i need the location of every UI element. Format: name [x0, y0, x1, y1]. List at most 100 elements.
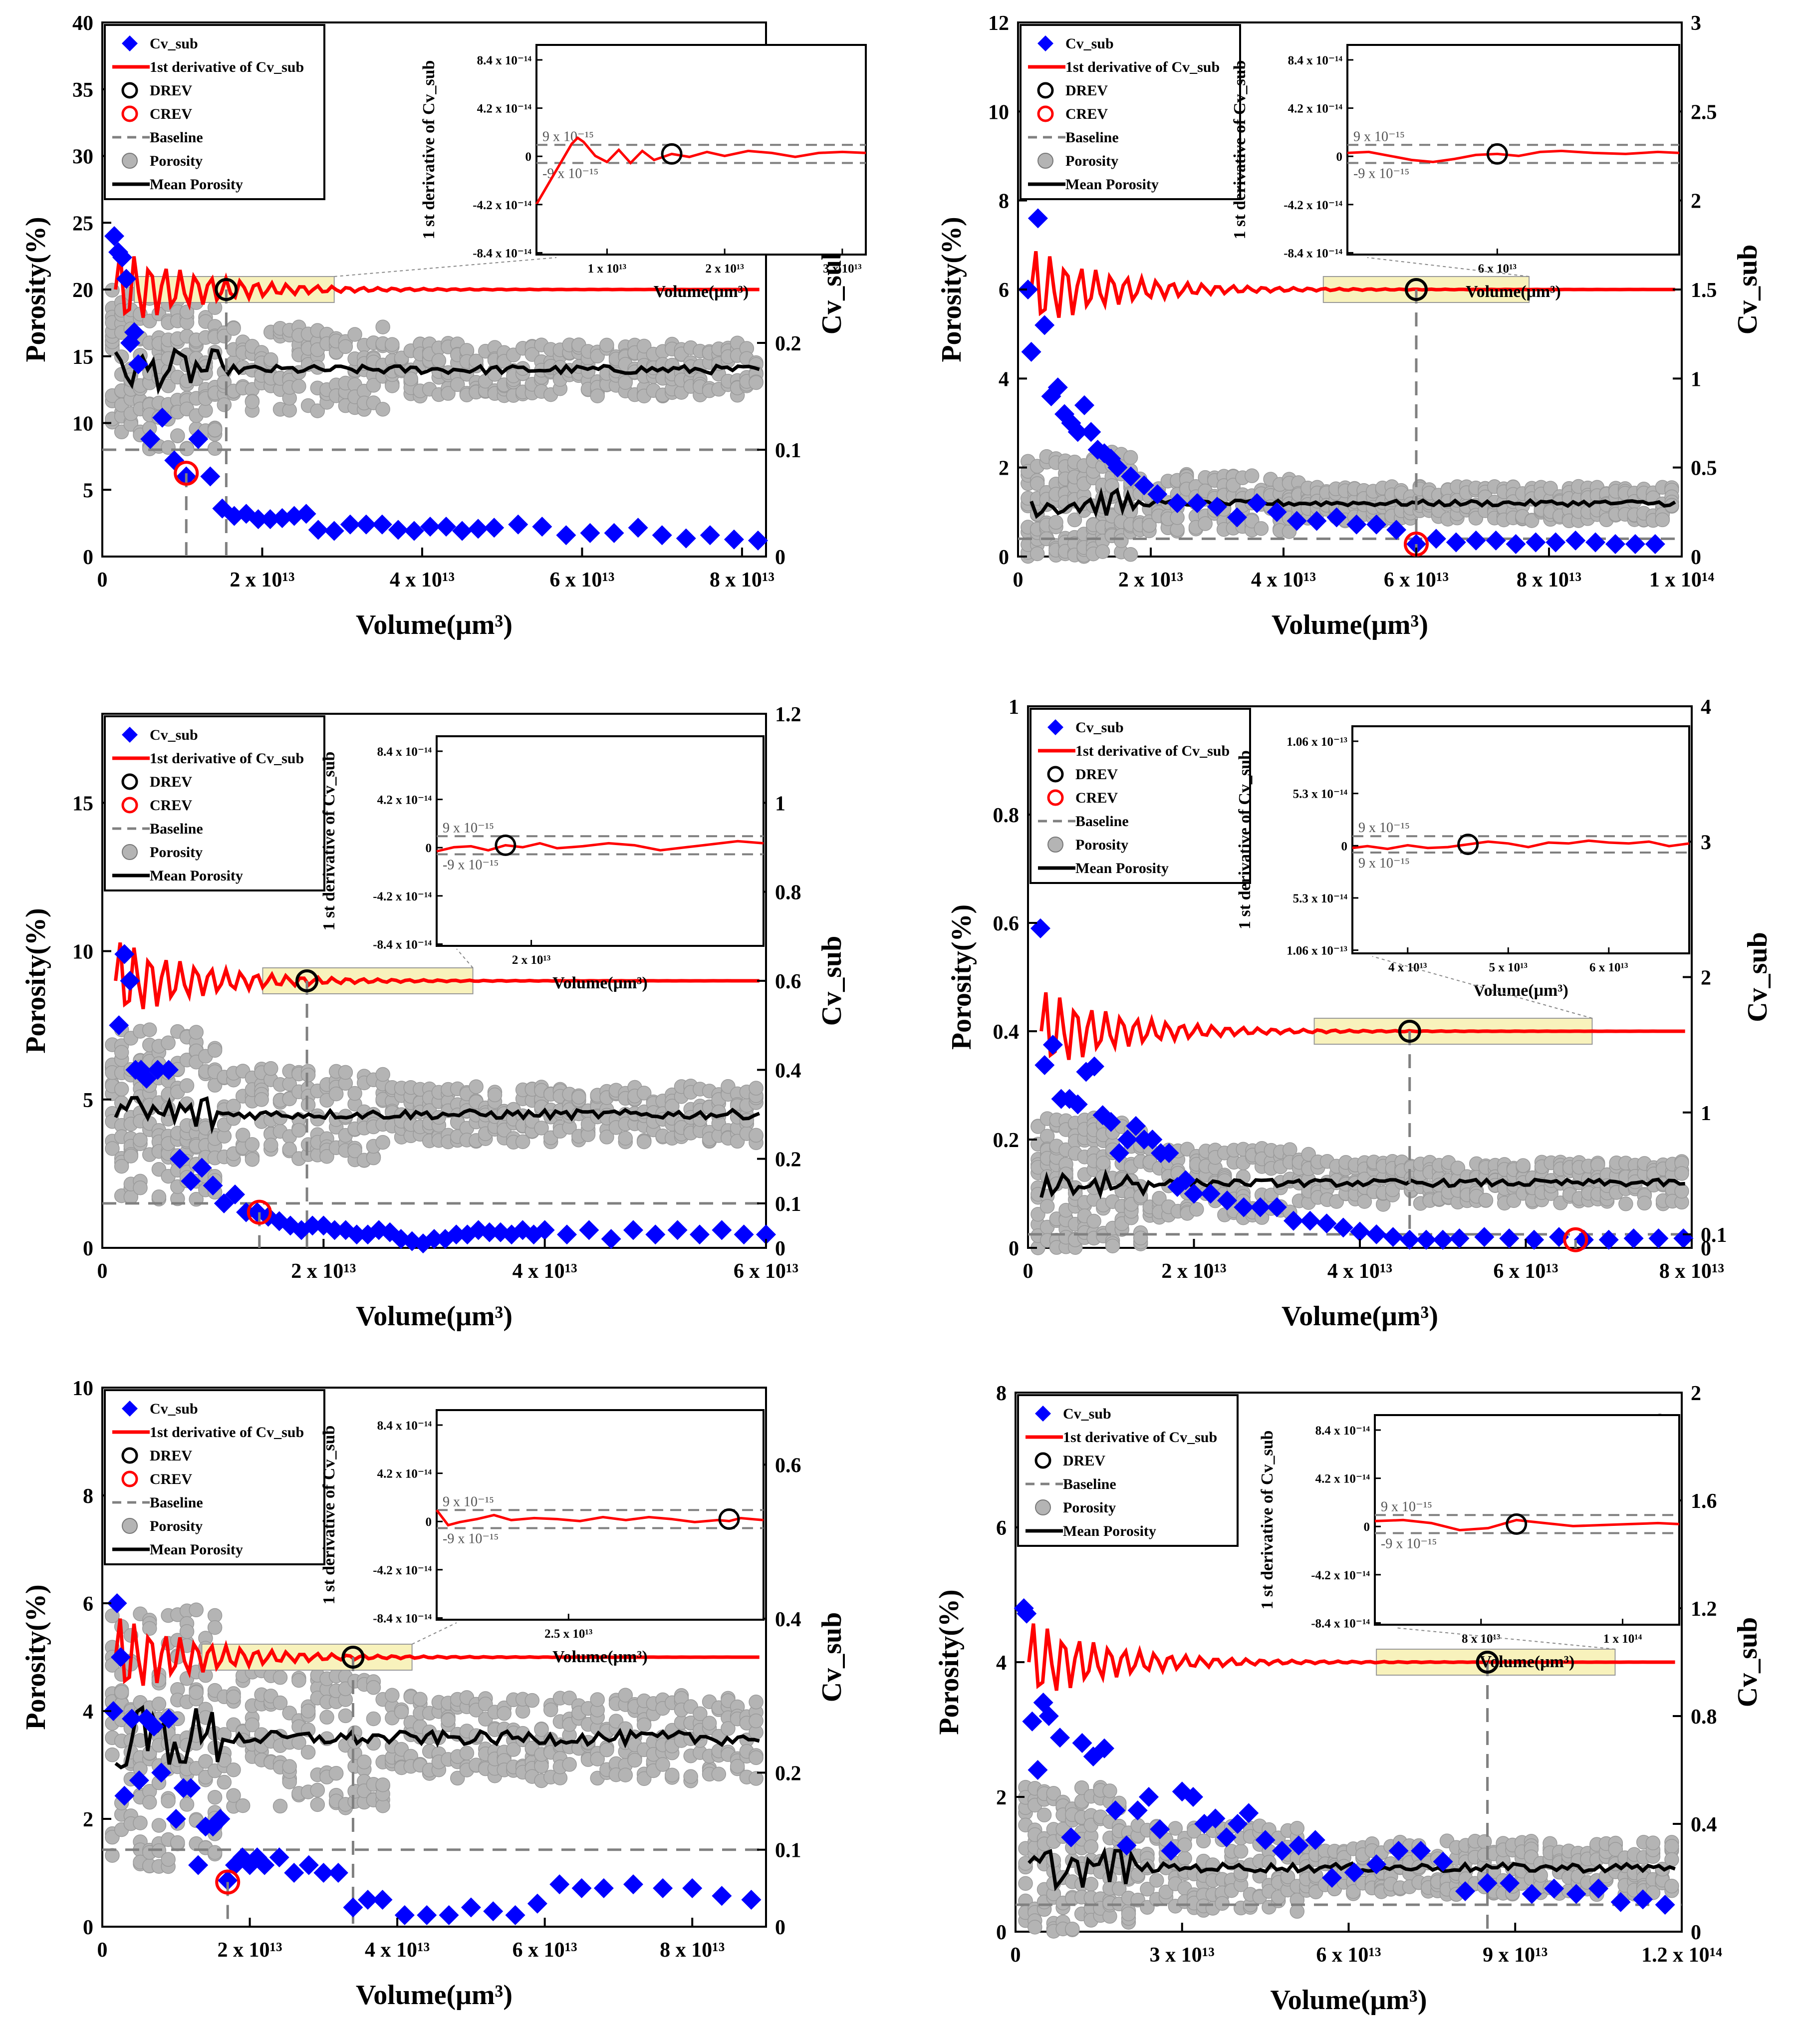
porosity-point	[1198, 516, 1213, 531]
cv-sub-point	[128, 354, 149, 374]
y-tick-label: 0.2	[993, 1129, 1020, 1152]
porosity-point	[291, 379, 306, 394]
porosity-point	[636, 1134, 652, 1150]
legend-label: CREV	[1075, 790, 1118, 806]
porosity-point	[217, 374, 232, 390]
porosity-point	[161, 1035, 176, 1051]
cv-sub-point	[112, 247, 133, 268]
legend-label: CREV	[150, 1471, 192, 1487]
inset-y-tick-label: 0	[426, 1515, 432, 1529]
porosity-point	[1674, 1166, 1689, 1181]
cv-sub-point	[188, 429, 209, 449]
cv-sub-point	[116, 269, 137, 289]
y-tick-label: 4	[83, 1701, 93, 1724]
y-tick-label: 2	[999, 457, 1009, 480]
porosity-point	[599, 337, 614, 353]
porosity-point	[207, 422, 223, 438]
x-tick-label: 6 x 10¹³	[549, 569, 614, 591]
x-tick-label: 0	[1023, 1260, 1033, 1283]
porosity-point	[385, 1688, 400, 1703]
porosity-point	[235, 1798, 251, 1813]
y2-tick-label: 2	[1691, 190, 1701, 213]
y2-tick-label: 0.1	[775, 1193, 801, 1216]
inset-frame	[436, 735, 765, 947]
legend-label: DREV	[150, 774, 192, 790]
legend: Cv_sub 1st derivative of Cv_sub DREV CREV Ba…	[104, 715, 325, 891]
y-tick-label: 4	[996, 1652, 1007, 1675]
y-axis-title: Porosity(%)	[20, 908, 51, 1053]
x-axis-title: Volume(μm³)	[1271, 1985, 1427, 2016]
inset-y-tick-label: 4.2 x 10⁻¹⁴	[477, 102, 532, 116]
inset-y-tick-label: 1.06 x 10⁻¹³	[1286, 735, 1347, 749]
y2-tick-label: 0.4	[1691, 1813, 1717, 1836]
porosity-point	[114, 1082, 129, 1097]
y-tick-label: 15	[72, 346, 93, 369]
legend-label: 1st derivative of Cv_sub	[150, 59, 304, 75]
x-axis-title: Volume(μm³)	[1272, 609, 1428, 640]
inset-x-tick-label: 3 x 10¹³	[823, 262, 862, 276]
inset-y-tick-label: -8.4 x 10⁻¹⁴	[373, 1612, 432, 1625]
porosity-point	[1177, 1851, 1192, 1866]
y-tick-label: 0	[83, 1237, 93, 1260]
inset-threshold-label: -9 x 10⁻¹⁵	[443, 858, 499, 873]
legend-label: Porosity	[150, 153, 203, 169]
porosity-point	[1142, 518, 1157, 533]
porosity-point	[366, 1711, 381, 1727]
y-tick-label: 0.8	[993, 804, 1020, 827]
y-tick-label: 0	[83, 546, 93, 569]
porosity-point	[1254, 521, 1269, 536]
y2-tick-label: 0.2	[775, 1762, 801, 1785]
porosity-point	[1028, 1920, 1042, 1935]
y-tick-label: 10	[988, 101, 1009, 124]
porosity-point	[702, 1716, 717, 1731]
porosity-point	[571, 1090, 586, 1105]
legend-label: Cv_sub	[1063, 1406, 1111, 1422]
porosity-point	[1102, 1783, 1117, 1798]
y2-tick-label: 0.1	[775, 439, 801, 462]
y2-tick-label: 0	[1691, 546, 1701, 569]
porosity-point	[431, 353, 447, 368]
inset-y-tick-label: -8.4 x 10⁻¹⁴	[1284, 247, 1342, 260]
porosity-point	[1516, 1158, 1531, 1173]
porosity-point	[1233, 1844, 1249, 1859]
y2-tick-label: 1	[1701, 1102, 1711, 1125]
legend-label: Mean Porosity	[1063, 1523, 1156, 1539]
inset-connector	[334, 257, 557, 277]
y2-tick-label: 4	[1701, 696, 1711, 719]
legend-label: 1st derivative of Cv_sub	[1065, 59, 1220, 75]
porosity-point	[1637, 1195, 1652, 1211]
y-tick-label: 10	[72, 1377, 93, 1400]
cv-sub-point	[248, 509, 268, 530]
y2-tick-label: 1	[775, 792, 785, 815]
porosity-point	[618, 1131, 633, 1146]
inset-y-tick-label: -4.2 x 10⁻¹⁴	[1284, 199, 1342, 212]
x-tick-label: 6 x 10¹³	[1316, 1944, 1381, 1967]
y2-tick-label: 0	[1691, 1921, 1701, 1944]
porosity-point	[1655, 512, 1670, 528]
porosity-point	[142, 1621, 157, 1636]
porosity-point	[1095, 544, 1110, 559]
inset-y-axis-title: 1 st derivative of Cv_sub	[1258, 1431, 1277, 1610]
x-tick-label: 8 x 10¹³	[710, 569, 774, 591]
legend-label: Baseline	[150, 129, 203, 146]
cv-sub-point	[452, 521, 473, 541]
porosity-point	[636, 338, 652, 354]
cv-sub-point	[468, 519, 489, 539]
porosity-point	[151, 1818, 167, 1833]
x-tick-label: 8 x 10¹³	[1517, 569, 1581, 591]
porosity-point	[683, 1769, 698, 1784]
mean-porosity-line	[114, 347, 760, 395]
legend-label: DREV	[150, 1448, 192, 1464]
porosity-point	[375, 1777, 390, 1792]
y2-tick-label: 0	[775, 1916, 785, 1939]
legend-label: 1st derivative of Cv_sub	[1075, 743, 1230, 759]
cv-sub-point	[324, 521, 344, 541]
porosity-point	[207, 1043, 223, 1058]
legend-label: Cv_sub	[150, 35, 198, 52]
porosity-point	[217, 397, 232, 412]
porosity-point	[1645, 1835, 1661, 1850]
cv-sub-point	[748, 530, 768, 551]
legend: Cv_sub 1st derivative of Cv_sub DREV Baseli…	[1017, 1394, 1239, 1547]
porosity-point	[347, 327, 362, 342]
